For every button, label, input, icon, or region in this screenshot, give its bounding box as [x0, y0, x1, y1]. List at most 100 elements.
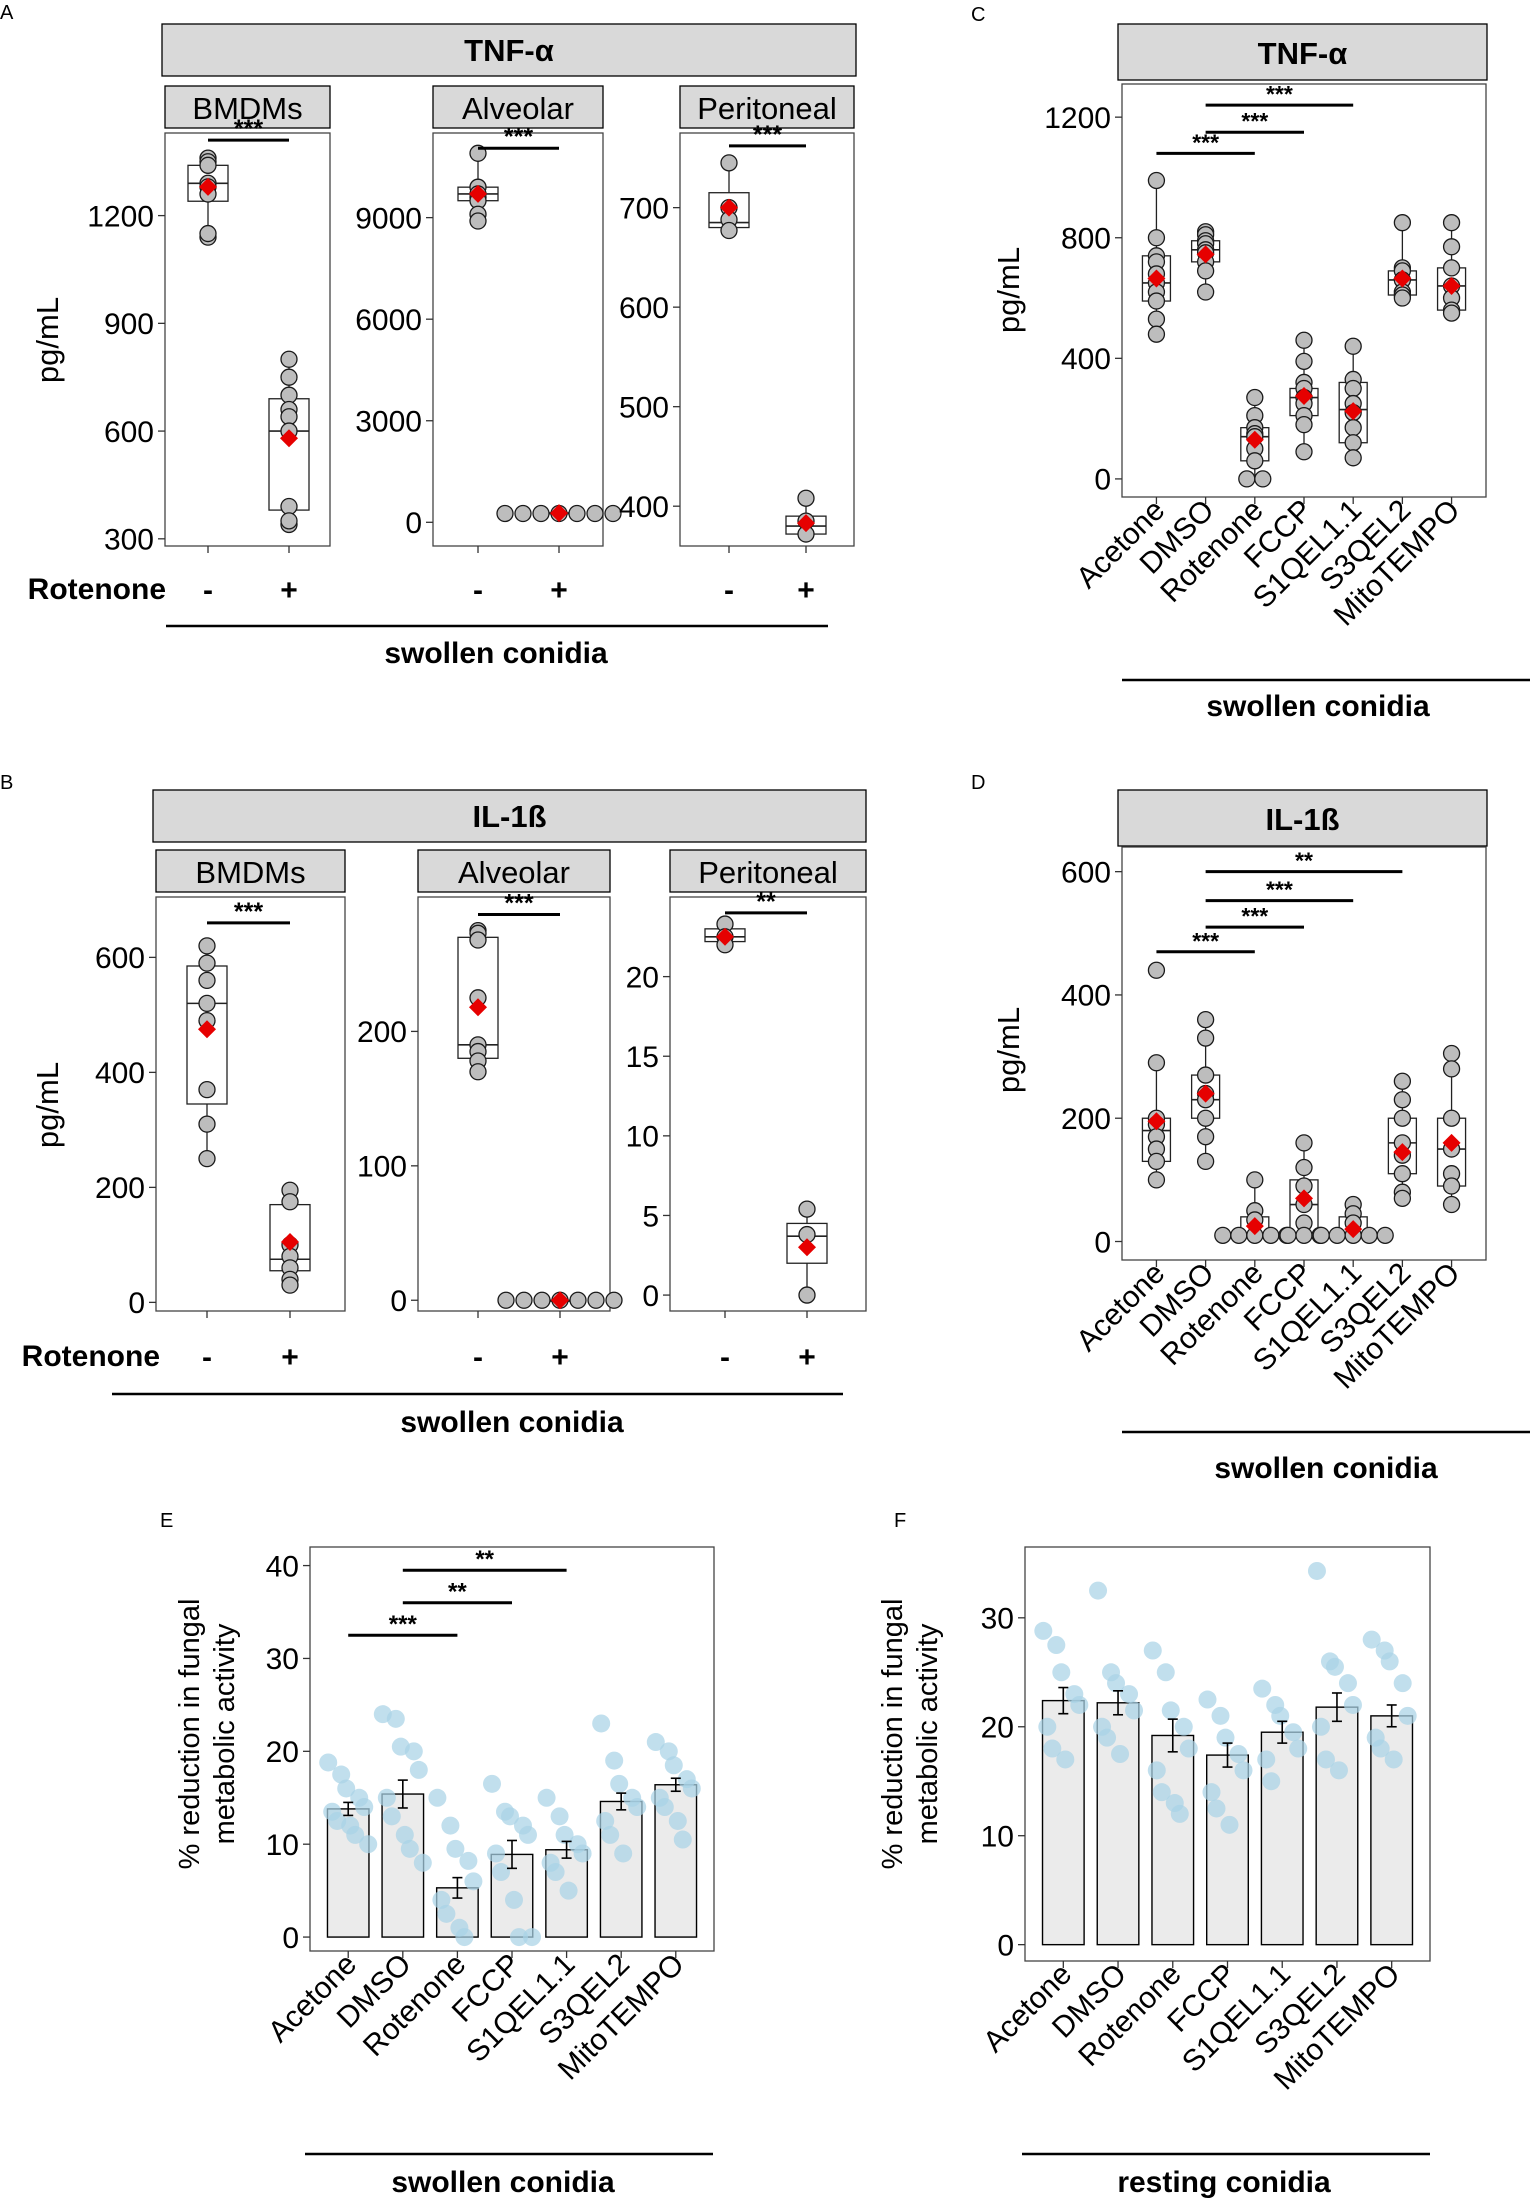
- d-group-dmso-point: [1196, 1066, 1215, 1084]
- b-facet-bmdms-group-0-point: [198, 1149, 216, 1168]
- a-facet-bmdms-tick-label: 300: [104, 524, 154, 557]
- d-group-rotenone-point: [1214, 1226, 1232, 1244]
- e-point-s1qel1.1: [550, 1807, 569, 1826]
- f-point-s1qel1.1: [1284, 1723, 1303, 1742]
- e-tick-label: 20: [266, 1736, 299, 1769]
- f-point-s1qel1.1: [1257, 1750, 1276, 1769]
- f-point-fccp: [1198, 1690, 1217, 1709]
- c-tick-label: 400: [1061, 343, 1111, 376]
- panel-E: 010203040*******AcetoneDMSORotenoneFCCPS…: [262, 1546, 715, 2086]
- f-point-fccp: [1234, 1761, 1253, 1780]
- d-group-fccp-mean: [1295, 1189, 1313, 1208]
- d-group-rotenone-point: [1262, 1226, 1280, 1244]
- c-sig-label: ***: [1266, 81, 1293, 107]
- d-title: IL-1ß: [1265, 802, 1339, 837]
- f-point-mitotempo: [1384, 1750, 1403, 1769]
- b-facet-alveolar-xtick-label: +: [551, 1341, 569, 1374]
- c-group-fccp-point: [1295, 415, 1313, 434]
- a-facet-bmdms-group-0-point: [199, 224, 217, 243]
- b-facet-alveolar-tick-label: 0: [390, 1285, 407, 1318]
- b-facet-bmdms-group-0-point: [198, 971, 216, 990]
- b-facet-bmdms-tick-label: 0: [128, 1287, 145, 1320]
- e-point-s3qel2: [610, 1774, 629, 1793]
- e-point-fccp: [483, 1774, 501, 1793]
- d-title-strip: [1117, 789, 1488, 847]
- e-point-s1qel1.1: [537, 1788, 556, 1807]
- d-group-mitotempo-mean: [1442, 1133, 1461, 1152]
- d-group-s1qel1.1-point: [1376, 1226, 1394, 1244]
- e-point-s1qel1.1: [555, 1825, 574, 1844]
- a-ylabel: pg/mL: [30, 297, 65, 383]
- b-facet-bmdms-group-0-point: [198, 937, 216, 955]
- e-point-s3qel2: [596, 1811, 615, 1830]
- e-point-s1qel1.1: [573, 1844, 592, 1863]
- a-facet-peritoneal-group-0-mean: [720, 198, 738, 217]
- b-ylabel: pg/mL: [30, 1062, 65, 1148]
- b-facet-peritoneal-group-1-mean: [798, 1238, 816, 1257]
- b-facet-bmdms-frame: [155, 896, 346, 1312]
- d-group-s3qel2-point: [1393, 1165, 1412, 1183]
- f-bar-s3qel2: [1315, 1706, 1359, 1946]
- f-point-fccp: [1220, 1815, 1239, 1834]
- panel-A: TNF-α pg/mL BMDMs 300 600 900 1200 *** - + Alveola…: [30, 23, 857, 607]
- f-point-s1qel1.1: [1262, 1772, 1281, 1791]
- a-facet-bmdms-xtick-label: -: [203, 574, 213, 607]
- d-group-s3qel2-point: [1393, 1072, 1412, 1090]
- e-point-mitotempo: [655, 1798, 674, 1817]
- panel-letter-e: E: [160, 1510, 173, 1532]
- e-point-s3qel2: [592, 1714, 611, 1733]
- e-point-dmso: [377, 1788, 396, 1807]
- a-facet-alveolar-group-1-mean: [550, 504, 568, 523]
- ylabel-f-line1: % reduction in fungal: [877, 1599, 909, 1870]
- b-facet-peritoneal-tick-label: 10: [626, 1121, 659, 1154]
- ylabel-e-line2: metabolic activity: [209, 1623, 241, 1844]
- d-group-s1qel1.1-point: [1312, 1226, 1330, 1244]
- b-facet-bmdms-group-0-point: [198, 1080, 216, 1099]
- d-group-rotenone-mean: [1245, 1217, 1264, 1236]
- e-point-rotenone: [432, 1890, 451, 1909]
- e-point-acetone: [332, 1765, 351, 1784]
- c-group-rotenone-point: [1246, 388, 1264, 407]
- b-facet-alveolar-group-1-point: [587, 1291, 605, 1309]
- e-point-rotenone: [437, 1904, 456, 1923]
- b-facet-peritoneal-group-1-point: [798, 1200, 816, 1218]
- c-group-s1qel1.1-point: [1344, 379, 1362, 398]
- e-point-fccp: [492, 1863, 510, 1882]
- e-point-dmso: [409, 1760, 428, 1779]
- c-ylabel: pg/mL: [991, 247, 1026, 333]
- ylabel-e-line1: % reduction in fungal: [174, 1599, 206, 1870]
- a-facet-peritoneal-group-0-point: [720, 154, 738, 172]
- d-group-s1qel1.1-point: [1328, 1226, 1346, 1244]
- d-group-fccp-point: [1295, 1158, 1313, 1177]
- panel-letter-b: B: [0, 772, 13, 794]
- b-facet-bmdms-group-0-point: [198, 994, 216, 1013]
- a-facet-peritoneal-group-1-point: [797, 489, 815, 507]
- a-facet-alveolar-group-1-point: [604, 504, 622, 523]
- f-point-rotenone: [1174, 1717, 1193, 1736]
- e-sig-label: **: [448, 1579, 467, 1606]
- e-point-mitotempo: [668, 1811, 687, 1830]
- e-point-s3qel2: [614, 1844, 633, 1863]
- d-group-acetone-point: [1147, 1054, 1166, 1072]
- a-facet-bmdms-tick-label: 1200: [87, 200, 154, 233]
- b-facet-alveolar-frame: [417, 896, 611, 1312]
- a-facet-alveolar-tick-label: 3000: [355, 406, 422, 439]
- a-facet-bmdms-sig-label: ***: [234, 115, 263, 143]
- e-point-fccp: [487, 1844, 505, 1863]
- f-tick-label: 10: [981, 1821, 1014, 1854]
- a-facet-bmdms-group-1-point: [280, 408, 298, 426]
- f-point-fccp: [1211, 1706, 1230, 1725]
- a-facet-alveolar-xtick-label: -: [473, 574, 483, 607]
- f-point-rotenone: [1161, 1701, 1180, 1720]
- b-facet-alveolar-group-1-point: [533, 1291, 551, 1309]
- d-group-s1qel1.1-point: [1360, 1226, 1378, 1244]
- f-point-rotenone: [1143, 1641, 1162, 1660]
- f-tick-label: 20: [981, 1712, 1014, 1745]
- e-point-acetone: [319, 1753, 338, 1772]
- c-group-s3qel2-point: [1393, 214, 1412, 232]
- f-point-fccp: [1207, 1799, 1226, 1818]
- panel-letter-d: D: [971, 772, 985, 794]
- b-facet-bmdms-group-0-point: [198, 1115, 216, 1133]
- a-facet-bmdms-group-1-mean: [280, 429, 298, 448]
- b-facet-alveolar-sig-label: ***: [504, 889, 533, 917]
